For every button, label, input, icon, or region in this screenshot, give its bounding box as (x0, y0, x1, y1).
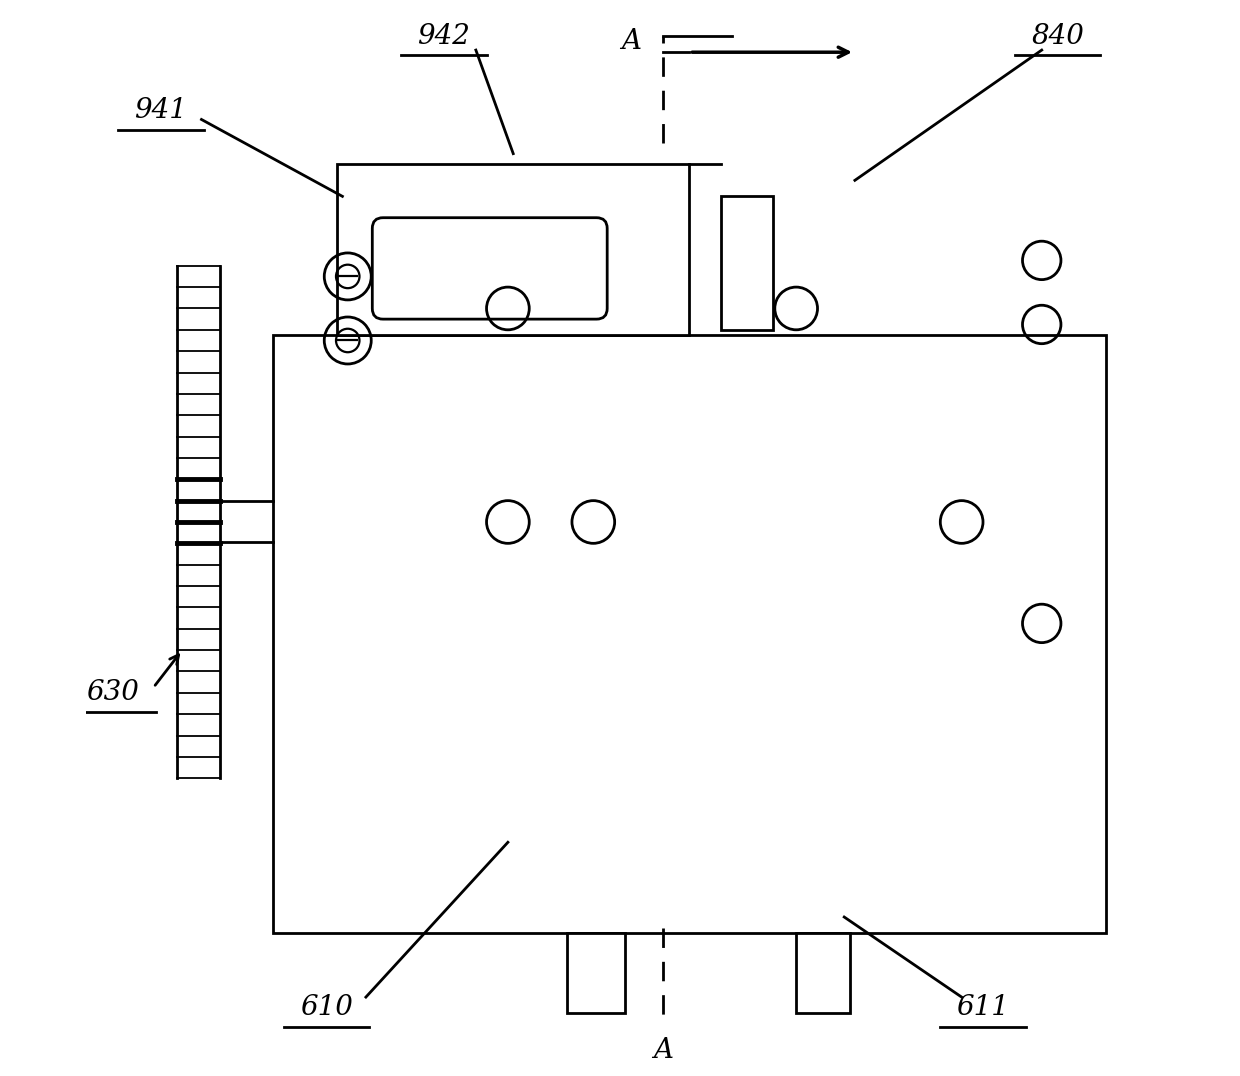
Text: A: A (621, 28, 641, 55)
Bar (337, 165, 689, 335)
Bar (722, 196, 773, 330)
Text: 941: 941 (134, 98, 187, 125)
Text: 942: 942 (418, 23, 470, 49)
FancyBboxPatch shape (372, 217, 608, 320)
Text: 611: 611 (956, 994, 1009, 1021)
Bar (567, 933, 625, 1014)
Bar (273, 335, 1106, 933)
Text: A: A (652, 1037, 673, 1064)
Text: 630: 630 (87, 679, 139, 706)
Bar (796, 933, 849, 1014)
Text: 610: 610 (300, 994, 353, 1021)
Text: 840: 840 (1032, 23, 1084, 49)
